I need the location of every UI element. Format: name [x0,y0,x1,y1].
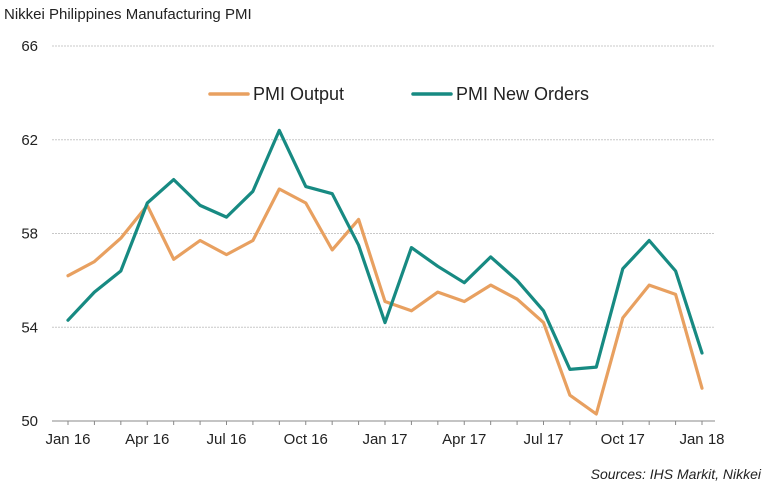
y-tick-label: 54 [21,319,38,336]
x-tick-label: Jan 16 [45,431,90,448]
series-line-pmi-output [66,187,704,416]
x-tick-label: Oct 17 [601,431,645,448]
series-lines [66,128,704,416]
x-tick-label: Oct 16 [284,431,328,448]
x-tick-label: Jul 16 [206,431,246,448]
x-tick-label: Jan 18 [679,431,724,448]
chart-title: Nikkei Philippines Manufacturing PMI [4,6,252,23]
series-line-pmi-new-orders [66,128,704,371]
x-tick-label: Jan 17 [362,431,407,448]
y-tick-label: 66 [21,38,38,55]
y-tick-label: 50 [21,413,38,430]
x-tick-label: Apr 16 [125,431,169,448]
y-tick-label: 62 [21,132,38,149]
y-tick-label: 58 [21,226,38,243]
legend-label: PMI Output [253,84,344,104]
axes: 50 54 58 62 66 Jan 16 Apr 16 Jul 16 Oct 16 Jan 17… [21,38,724,448]
legend: PMI Output PMI New Orders [208,84,589,104]
x-tick-label: Apr 17 [442,431,486,448]
source-note: Sources: IHS Markit, Nikkei [590,466,761,482]
gridlines [52,45,715,328]
x-tick-label: Jul 17 [523,431,563,448]
legend-label: PMI New Orders [456,84,589,104]
